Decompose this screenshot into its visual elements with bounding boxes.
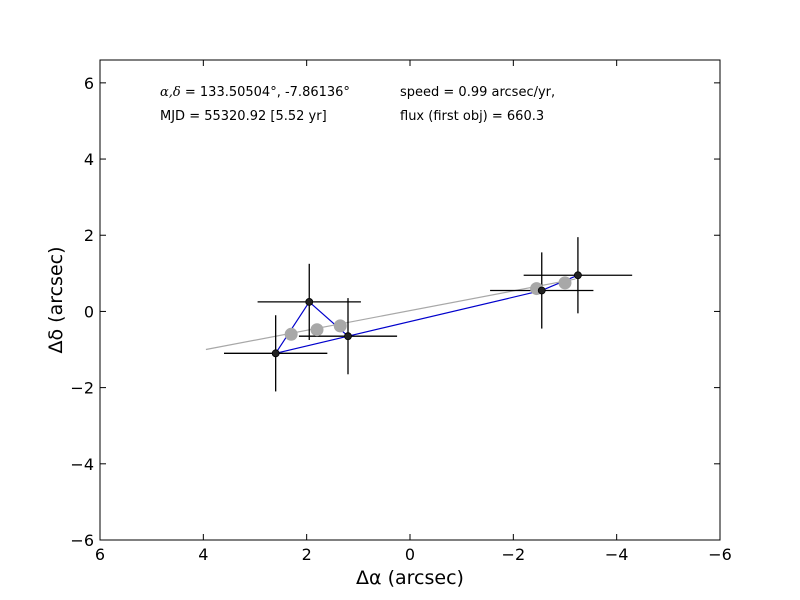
model-point-3 — [333, 319, 347, 333]
x-tick-label-5: −4 — [605, 545, 629, 564]
model-point-5 — [558, 276, 572, 290]
observed-point-5 — [574, 271, 582, 280]
x-tick-label-3: 0 — [405, 545, 415, 564]
observed-point-2 — [305, 298, 314, 306]
coords-symbol: α,δ — [160, 85, 181, 100]
model-point-layer — [284, 276, 572, 341]
coords-annotation: α,δ = 133.50504°, -7.86136° — [160, 85, 350, 100]
error-bar-layer — [224, 237, 633, 392]
model-point-1 — [284, 327, 298, 341]
y-tick-label-1: 4 — [84, 150, 94, 169]
fit-line-layer — [205, 278, 576, 351]
x-axis-label: Δα (arcsec) — [356, 567, 464, 589]
x-tick-label-6: −6 — [708, 545, 732, 564]
y-tick-label-2: 2 — [84, 226, 94, 245]
x-tick-label-0: 6 — [95, 545, 105, 564]
y-axis-label: Δδ (arcsec) — [45, 246, 67, 353]
observed-point-4 — [537, 286, 546, 295]
speed-annotation: speed = 0.99 arcsec/yr, — [400, 85, 555, 100]
plot-frame — [99, 59, 721, 541]
y-tick-label-3: 0 — [84, 302, 94, 321]
flux-annotation: flux (first obj) = 660.3 — [400, 109, 544, 124]
y-tick-label-0: 6 — [84, 74, 94, 93]
x-tick-label-1: 4 — [198, 545, 208, 564]
y-tick-label-6: −6 — [70, 531, 94, 550]
observed-point-layer — [271, 271, 582, 358]
x-tick-label-2: 2 — [302, 545, 312, 564]
mjd-annotation: MJD = 55320.92 [5.52 yr] — [160, 109, 327, 124]
x-tick-label-4: −2 — [502, 545, 526, 564]
observed-point-1 — [271, 349, 280, 358]
fit-line — [205, 278, 576, 351]
y-tick-label-5: −4 — [70, 455, 94, 474]
model-point-2 — [310, 323, 324, 337]
y-tick-label-4: −2 — [70, 379, 94, 398]
observed-point-3 — [344, 332, 352, 341]
coords-value: = 133.50504°, -7.86136° — [181, 85, 350, 100]
